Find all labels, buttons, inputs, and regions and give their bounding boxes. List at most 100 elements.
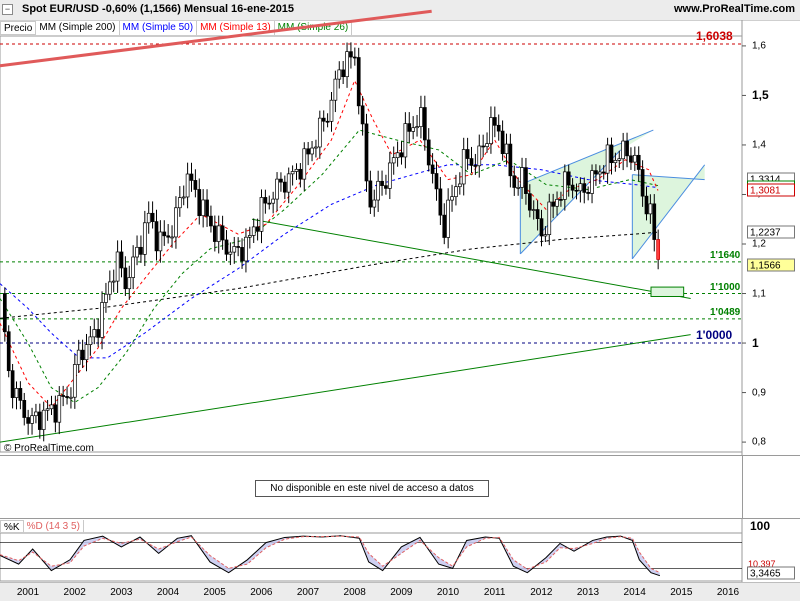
candle-body [150,212,155,222]
candle-body [142,222,147,255]
candle-body [76,349,81,365]
candle-body [434,173,439,190]
moving-average-line [0,231,659,319]
candle-body [321,117,326,122]
candle-body [539,218,544,237]
candle-body [18,388,23,401]
candle-body [426,139,431,166]
candle-body [457,183,462,188]
candle-body [469,158,474,166]
oscillator-frame [0,532,743,582]
candle-body [489,117,493,144]
oscillator-value-tag: 3,3465 [747,566,795,580]
collapse-button[interactable]: − [2,4,13,15]
candle-body [360,105,365,125]
x-tick-label: 2005 [203,587,226,598]
d-line [0,535,661,574]
candle-body [411,127,416,132]
price-tag: 1,3081 [747,183,795,197]
legend-sma50[interactable]: MM (Simple 50) [120,21,198,35]
candle-body [310,147,314,155]
legend-sma13[interactable]: MM (Simple 13) [197,21,275,35]
candle-body [65,396,69,398]
candle-body [290,171,295,175]
candle-body [555,199,559,207]
candle-body [255,226,260,232]
candle-body [586,192,591,194]
candle-body [345,51,349,78]
candle-body [100,302,104,338]
legend-k[interactable]: %K [0,520,24,533]
candle-body [139,246,143,255]
level-label: 1'0000 [696,328,733,343]
candle-body [574,189,579,192]
candle-body [240,247,244,262]
candle-body [415,126,419,129]
candle-body [419,107,423,127]
candle-body [566,171,571,186]
site-link[interactable]: www.ProRealTime.com [673,3,795,15]
candle-body [656,239,661,260]
candle-body [531,209,536,211]
candle-body [158,231,163,252]
candle-body [306,148,311,155]
candle-body [605,144,610,174]
x-tick-label: 2012 [530,587,553,598]
chart-title: Spot EUR/USD -0,60% (1,1566) Mensual 16-… [22,3,295,15]
candle-body [34,411,38,417]
triangle-fill [520,130,654,254]
price-tag: 1,1566 [747,258,795,272]
trendline [0,334,691,443]
candle-body [333,78,338,101]
candle-body [294,168,299,172]
candle-body [570,184,575,191]
candle-body [399,152,404,158]
candle-body [356,57,361,107]
legend-sma200[interactable]: MM (Simple 200) [36,21,120,35]
candle-body [92,329,97,338]
candle-body [648,203,653,215]
candle-body [325,120,330,123]
candle-body [10,370,15,398]
candle-body [162,231,167,237]
candle-body [69,396,73,399]
candle-body [37,411,42,430]
candle-body [594,170,598,175]
candle-body [271,198,276,204]
candle-body [251,226,256,236]
candle-body [96,329,101,338]
level-label: 1'1640 [710,249,741,261]
candle-body [341,69,346,78]
oscillator-legend: %K %D (14 3 5) [0,520,84,533]
candle-body [329,99,334,122]
candle-body [337,69,342,80]
candle-body [2,293,7,333]
x-tick-label: 2016 [716,587,740,598]
candle-body [216,225,221,242]
candle-body [302,148,307,180]
candle-body [496,124,501,132]
candle-body [107,281,112,295]
candle-body [49,404,54,410]
y-tick-label: 1,1 [752,288,766,300]
candle-body [349,51,353,58]
legend-price[interactable]: Precio [0,21,37,35]
candle-body [170,236,174,239]
x-tick-label: 2013 [576,587,600,598]
candle-body [372,199,377,208]
x-tick-label: 2015 [670,587,693,598]
candle-body [154,221,159,252]
candle-body [438,188,443,216]
candle-body [640,169,645,197]
candle-body [430,164,435,174]
legend-d[interactable]: %D (14 3 5) [24,520,84,533]
candle-body [562,171,567,200]
oscillator-level-label: 10,397 [748,559,776,569]
candle-body [597,171,602,175]
candle-body [267,202,272,205]
support-box [650,286,685,297]
candle-body [61,395,66,397]
candle-body [174,207,178,238]
candle-body [407,123,412,132]
